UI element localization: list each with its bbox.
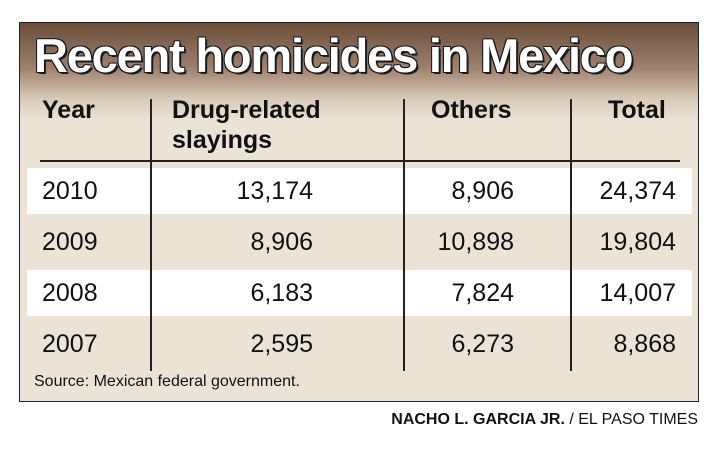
credit-name: NACHO L. GARCIA JR. <box>391 411 565 428</box>
header-drug-line1: Drug-related <box>172 96 321 124</box>
cell-drug: 13,174 <box>236 177 313 205</box>
header-drug-related: Drug-related slayings <box>172 95 321 155</box>
source-note: Source: Mexican federal government. <box>34 373 300 390</box>
header-divider <box>40 160 680 162</box>
title-band <box>20 23 698 121</box>
cell-others: 7,824 <box>451 279 514 307</box>
cell-total: 8,868 <box>613 330 676 358</box>
chart-title: Recent homicides in Mexico <box>34 29 633 82</box>
table-frame: Recent homicides in Mexico Year Drug-rel… <box>19 22 699 402</box>
cell-year: 2007 <box>42 330 98 358</box>
cell-others: 8,906 <box>451 177 514 205</box>
cell-total: 19,804 <box>599 228 676 256</box>
header-others: Others <box>431 96 512 124</box>
credit-outlet: EL PASO TIMES <box>578 411 698 428</box>
table-row-stripe <box>27 270 692 316</box>
header-total: Total <box>608 96 666 124</box>
cell-year: 2008 <box>42 279 98 307</box>
cell-total: 14,007 <box>599 279 676 307</box>
cell-others: 6,273 <box>451 330 514 358</box>
photo-credit: NACHO L. GARCIA JR. / EL PASO TIMES <box>391 411 698 429</box>
header-year: Year <box>42 96 95 124</box>
cell-drug: 8,906 <box>250 228 313 256</box>
column-divider <box>150 99 152 371</box>
cell-total: 24,374 <box>599 177 676 205</box>
credit-separator: / <box>564 411 579 428</box>
cell-drug: 6,183 <box>250 279 313 307</box>
header-drug-line2: slayings <box>172 126 273 154</box>
cell-year: 2010 <box>42 177 98 205</box>
cell-year: 2009 <box>42 228 98 256</box>
column-divider <box>403 99 405 371</box>
table-row-stripe <box>27 168 692 214</box>
column-divider <box>570 99 572 371</box>
cell-others: 10,898 <box>437 228 514 256</box>
cell-drug: 2,595 <box>250 330 313 358</box>
